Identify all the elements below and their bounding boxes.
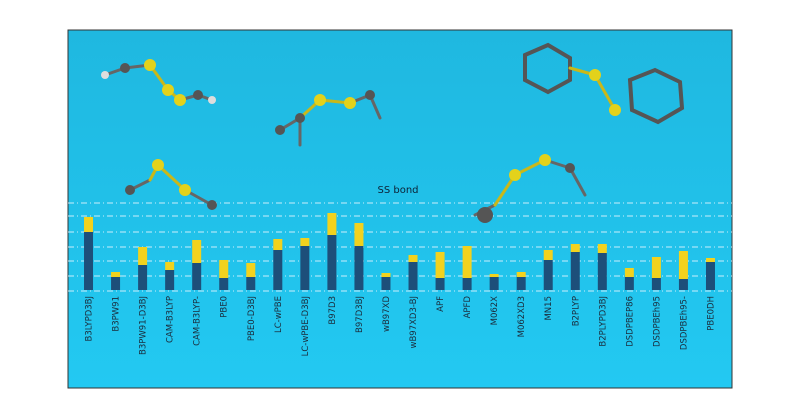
x-tick-label: APF [436, 296, 446, 312]
bar-segment [570, 244, 580, 252]
bar-segment [651, 257, 661, 278]
bar-segment [381, 277, 391, 290]
molecule [125, 159, 217, 210]
bar-segment [111, 277, 121, 290]
x-tick-label: B3PW91-D3BJ [139, 296, 149, 355]
bar-segment [354, 223, 364, 246]
bar-segment [678, 251, 688, 279]
bar-segment [246, 263, 256, 277]
x-tick-label: wB97XD [382, 296, 392, 332]
x-tick-label: B3PW91 [112, 296, 122, 332]
bar-segment [543, 260, 553, 290]
bar-segment [300, 246, 310, 290]
bar-segment [219, 278, 229, 290]
molecule [275, 90, 382, 147]
x-tick-label: CAM-B3LYP [166, 296, 176, 343]
panel [67, 29, 733, 389]
bar-segment [408, 262, 418, 290]
bar-segment [516, 277, 526, 290]
x-tick-label: B2PLYP [571, 296, 581, 326]
x-tick-label: B97D3BJ [355, 296, 365, 333]
bar-segment [165, 270, 175, 290]
x-tick-label: M062X [490, 296, 500, 326]
bar-segment [705, 262, 715, 290]
bar-segment [435, 278, 445, 290]
bar-segment [138, 247, 148, 265]
bar-segment [597, 253, 607, 290]
bar-segment [84, 217, 94, 232]
x-tick-label: DSDPBEh95 [652, 296, 662, 347]
bar-segment [219, 260, 229, 278]
bar-segment [111, 272, 121, 277]
bar-segment [570, 252, 580, 290]
bar-segment [165, 262, 175, 270]
bar-segment [624, 277, 634, 290]
bar-segment [192, 240, 202, 263]
x-tick-label: PBE0DH [706, 296, 716, 331]
bar-segment [597, 244, 607, 253]
bar-segment [273, 250, 283, 290]
x-tick-label: wB97XD3-BJ [409, 296, 419, 348]
molecule [101, 59, 216, 106]
bar-segment [300, 238, 310, 246]
bar-segment [327, 235, 337, 290]
bar-segment [246, 277, 256, 290]
bar-segment [651, 278, 661, 290]
bar-segment [273, 239, 283, 250]
x-tick-label: CAM-B3LYP- [193, 296, 203, 346]
x-tick-label: LC-wPBE [274, 296, 284, 333]
bar-segment [327, 213, 337, 235]
bar-segment [138, 265, 148, 290]
bar-segment [678, 279, 688, 290]
bar-segment [462, 278, 472, 290]
x-tick-label: DSDPBEh95- [679, 296, 689, 350]
x-tick-label: PBE0-D3BJ [247, 296, 257, 341]
bar-segment [543, 250, 553, 260]
bar-segment [516, 272, 526, 277]
bar-segment [705, 258, 715, 262]
x-tick-label: PBE0 [220, 296, 230, 318]
x-tick-label: LC-wPBE-D3BJ [301, 296, 311, 356]
x-tick-label: B97D3 [328, 296, 338, 325]
x-tick-label: B3LYPD3BJ [85, 296, 95, 341]
bar-segment [408, 255, 418, 262]
bar-segment [624, 268, 634, 277]
molecule [523, 42, 685, 125]
x-tick-label: APFD [463, 296, 473, 319]
bar-segment [354, 246, 364, 290]
bar-segment [435, 252, 445, 278]
x-tick-label: M062XD3 [517, 296, 527, 337]
x-tick-label: DSDPBEP86 [625, 296, 635, 347]
bar-segment [84, 232, 94, 290]
x-tick-label: B2PLYPD3BJ [598, 296, 608, 347]
bar-segment [489, 274, 499, 277]
x-tick-label: MN15 [544, 296, 554, 321]
molecule [473, 154, 587, 223]
annotation: SS bond [377, 185, 418, 196]
bar-segment [381, 273, 391, 277]
bar-segment [462, 246, 472, 278]
bar-segment [192, 263, 202, 290]
bar-segment [489, 277, 499, 290]
